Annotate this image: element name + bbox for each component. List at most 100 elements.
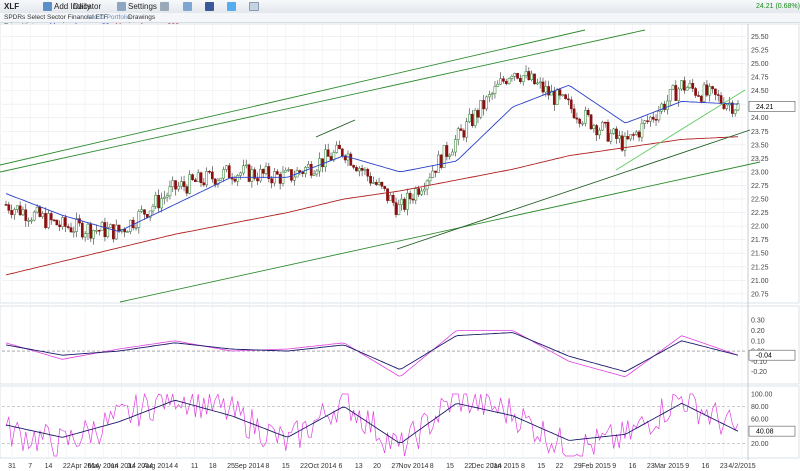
candle-body bbox=[507, 78, 511, 85]
stoch-close-icon[interactable]: × bbox=[4, 388, 13, 397]
candle-body bbox=[691, 82, 695, 89]
x-tick-label: May 2014 bbox=[88, 463, 119, 470]
x-tick-label: 23 bbox=[647, 463, 655, 470]
legend-ma20[interactable]: Moving Average 20 bbox=[49, 23, 110, 30]
candle-body bbox=[179, 181, 183, 187]
twitter-icon[interactable] bbox=[227, 2, 236, 11]
candle-body bbox=[716, 94, 720, 96]
candle-body bbox=[185, 186, 189, 194]
candle-body bbox=[733, 109, 737, 114]
trendline bbox=[396, 129, 751, 250]
x-tick-label: 6 bbox=[339, 463, 343, 470]
candle-body bbox=[434, 170, 437, 173]
candle-body bbox=[295, 170, 299, 178]
price-ytick-label: 20.75 bbox=[751, 291, 769, 298]
candle-body bbox=[513, 73, 517, 77]
macd-ytick-label: 0.10 bbox=[751, 338, 765, 345]
legend-stoch-ma5[interactable]: Moving Average 5 bbox=[84, 388, 140, 395]
candle-body bbox=[75, 218, 79, 232]
legend-ema9[interactable]: Exp Moving Average 9 bbox=[64, 308, 135, 315]
legend-ma200[interactable]: Moving Average 200 bbox=[115, 23, 180, 30]
x-tick-label: 22 bbox=[464, 463, 472, 470]
candle-body bbox=[32, 211, 36, 221]
legend-macd[interactable]: MACD 12 26 bbox=[18, 308, 60, 315]
candle-body bbox=[194, 179, 197, 183]
candle-body bbox=[49, 213, 53, 221]
candle-body bbox=[346, 153, 350, 161]
facebook-icon[interactable] bbox=[205, 2, 214, 11]
candle-body bbox=[533, 73, 536, 85]
x-tick-label: 20 bbox=[373, 463, 381, 470]
add-to-portfolio-link[interactable]: Add to Portfolio bbox=[86, 14, 131, 21]
email-icon[interactable] bbox=[249, 2, 259, 11]
candle-body bbox=[363, 169, 367, 171]
interval-select[interactable]: Daily bbox=[73, 2, 91, 11]
candle-body bbox=[244, 164, 248, 167]
candle-body bbox=[261, 168, 265, 174]
trendline bbox=[315, 119, 356, 138]
candle-body bbox=[643, 120, 647, 124]
stoch-ytick-label: 40.00 bbox=[751, 429, 769, 436]
add-indicator-icon[interactable] bbox=[43, 2, 52, 11]
price-ytick-label: 22.75 bbox=[751, 183, 769, 190]
candle-body bbox=[256, 178, 259, 182]
candle-body bbox=[41, 213, 45, 217]
x-tick-label: 23 bbox=[720, 463, 728, 470]
candle-body bbox=[411, 198, 415, 201]
candle-body bbox=[623, 136, 627, 151]
macd-ytick-label: -0.20 bbox=[751, 369, 767, 376]
candle-body bbox=[470, 113, 474, 126]
stoch-ma-line bbox=[5, 399, 739, 444]
candle-body bbox=[66, 226, 70, 228]
settings-icon[interactable] bbox=[117, 2, 126, 11]
candle-body bbox=[493, 86, 497, 94]
pane-frame-2 bbox=[0, 385, 800, 459]
candle-body bbox=[516, 73, 519, 79]
candle-body bbox=[725, 104, 729, 109]
print-icon[interactable] bbox=[160, 2, 169, 11]
candle-body bbox=[487, 94, 491, 98]
x-tick-label: 14 bbox=[45, 463, 53, 470]
candle-body bbox=[21, 209, 25, 216]
candle-body bbox=[420, 190, 423, 195]
candle-body bbox=[730, 102, 734, 114]
candle-body bbox=[417, 188, 420, 195]
add-indicator-button[interactable]: Add Indicator bbox=[54, 2, 102, 11]
candle-body bbox=[598, 129, 601, 136]
candle-body bbox=[148, 210, 152, 218]
candle-body bbox=[572, 108, 576, 119]
x-tick-label: 9 bbox=[685, 463, 689, 470]
candle-body bbox=[18, 205, 22, 216]
price-ytick-label: 23.25 bbox=[751, 156, 769, 163]
legend-stoch-rsi[interactable]: Stochastics RSI 14 bbox=[18, 388, 79, 395]
legend-price-history[interactable]: Price History bbox=[4, 23, 44, 30]
candle-body bbox=[408, 192, 412, 200]
drawings-link[interactable]: Drawings bbox=[128, 14, 156, 21]
candle-body bbox=[326, 149, 330, 157]
x-tick-label: 16 bbox=[629, 463, 637, 470]
symbol-label[interactable]: XLF bbox=[4, 2, 20, 11]
candle-body bbox=[177, 185, 180, 190]
candle-body bbox=[140, 209, 144, 212]
candle-body bbox=[80, 222, 84, 238]
candle-body bbox=[307, 163, 310, 168]
candle-body bbox=[210, 171, 214, 180]
x-tick-label: Jan 2015 bbox=[490, 463, 519, 470]
candle-body bbox=[35, 206, 39, 213]
export-icon[interactable] bbox=[183, 2, 192, 11]
candle-body bbox=[335, 144, 339, 153]
price-ytick-label: 21.50 bbox=[751, 251, 769, 258]
macd-close-icon[interactable]: × bbox=[4, 308, 13, 317]
macd-legend: × MACD 12 26 Exp Moving Average 9 bbox=[4, 307, 139, 317]
x-tick-label: 4 bbox=[174, 463, 178, 470]
candle-body bbox=[225, 165, 228, 170]
candle-body bbox=[502, 78, 505, 82]
candle-body bbox=[61, 217, 64, 228]
candle-body bbox=[349, 153, 353, 166]
candle-body bbox=[651, 116, 655, 120]
candle-body bbox=[267, 166, 271, 179]
candle-body bbox=[95, 229, 98, 232]
stoch-rsi-line bbox=[5, 392, 739, 457]
settings-button[interactable]: Settings bbox=[128, 2, 157, 11]
